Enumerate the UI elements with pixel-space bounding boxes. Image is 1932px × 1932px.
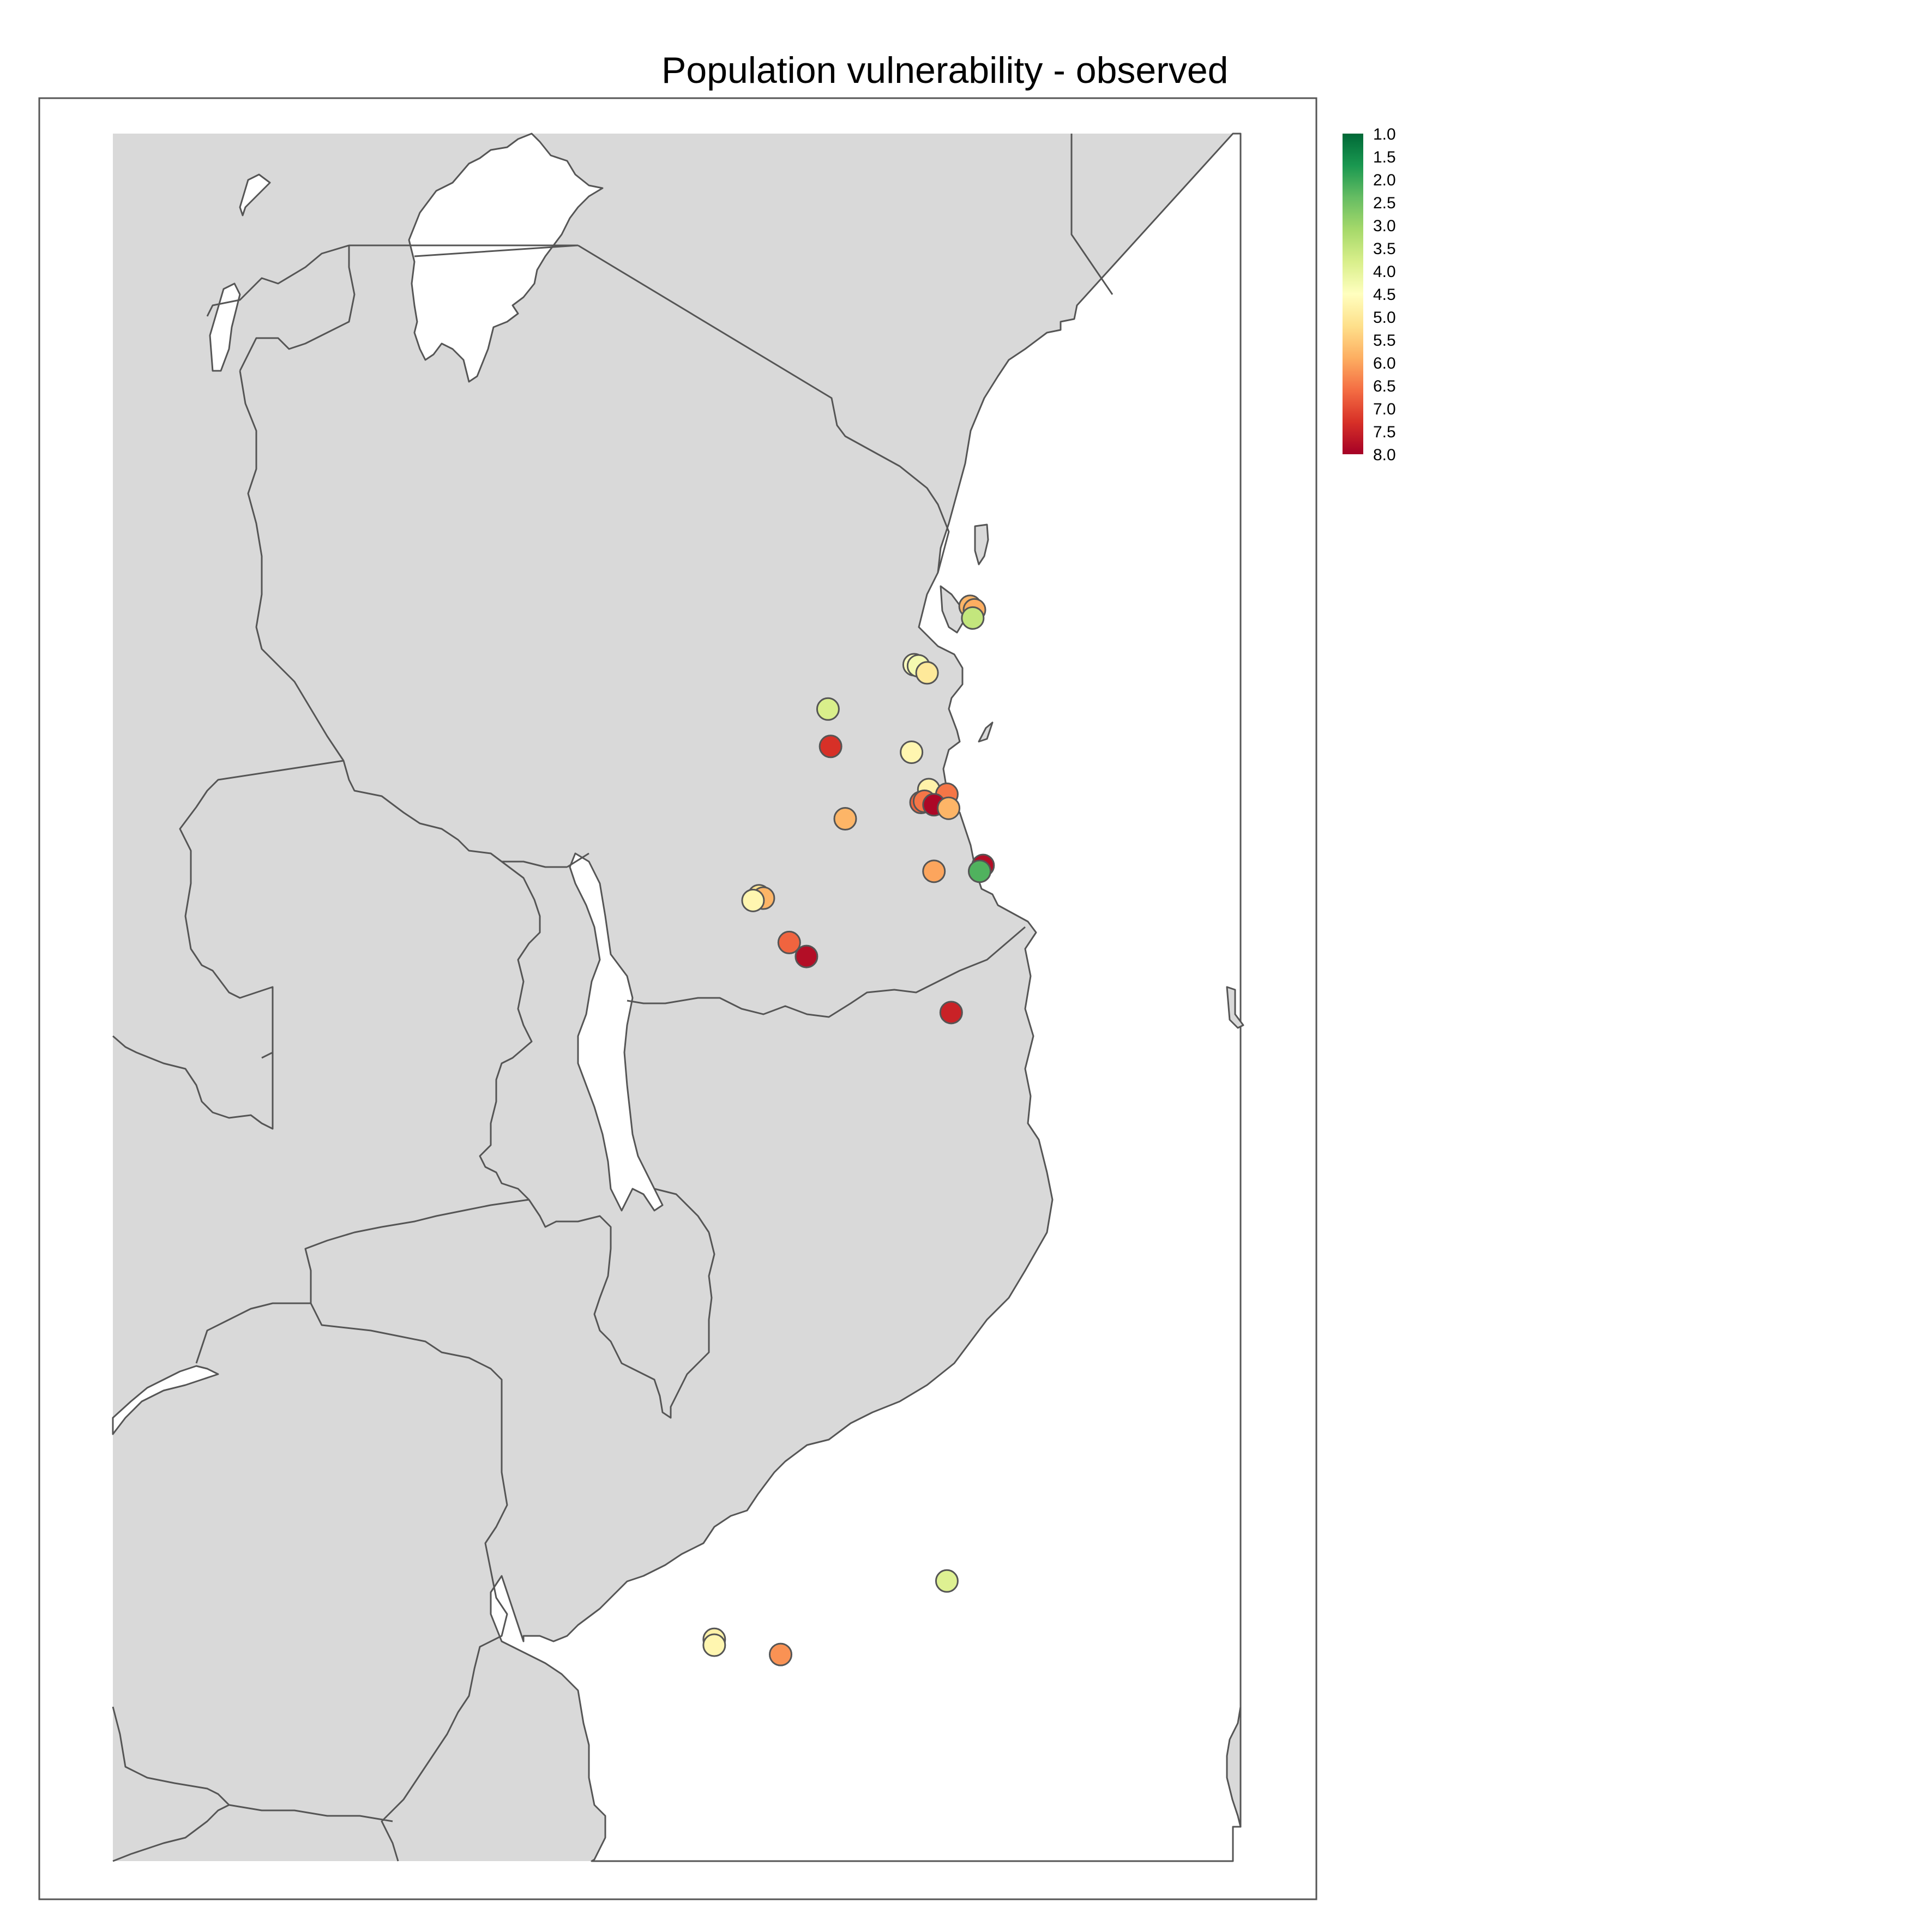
map-title: Population vulnerability - observed (661, 50, 1229, 91)
site-marker (833, 806, 857, 830)
site-marker (795, 944, 818, 968)
site-marker (777, 930, 801, 954)
island-pemba (974, 523, 989, 565)
legend-tick-label: 1.5 (1373, 148, 1396, 166)
site-marker (741, 888, 765, 912)
site-marker (769, 1642, 792, 1666)
legend-tick-label: 2.0 (1373, 171, 1396, 189)
legend-tick-label: 2.5 (1373, 194, 1396, 212)
site-marker (922, 859, 946, 883)
site-marker (935, 1569, 959, 1593)
legend-tick-label: 8.0 (1373, 446, 1396, 464)
site-marker (818, 735, 842, 759)
map-panel-frame (38, 97, 1317, 1900)
island-comoros (1226, 986, 1244, 1029)
country-borders (112, 134, 1114, 1862)
site-marker (915, 661, 939, 685)
colour-legend: 1.0 1.5 2.0 2.5 3.0 3.5 4.0 4.5 5.0 5.5 6.0 6.5 7.0 7… (1343, 125, 1396, 464)
lake-kyoga (239, 173, 271, 216)
site-marker (702, 1633, 726, 1657)
legend-tick-label: 4.5 (1373, 286, 1396, 304)
legend-tick-label: 5.0 (1373, 309, 1396, 327)
map-area (112, 133, 1244, 1862)
legend-tick-label: 1.0 (1373, 125, 1396, 143)
legend-tick-label: 6.5 (1373, 377, 1396, 395)
legend-labels: 1.0 1.5 2.0 2.5 3.0 3.5 4.0 4.5 5.0 5.5 6.0 6.5 7.0 7… (1373, 125, 1396, 464)
sample-sites (702, 594, 995, 1666)
legend-tick-label: 7.5 (1373, 423, 1396, 441)
ocean (490, 133, 1242, 1862)
site-marker (939, 1001, 963, 1025)
lake-malawi (569, 852, 664, 1212)
legend-tick-label: 5.5 (1373, 332, 1396, 350)
lake-victoria (408, 133, 604, 383)
site-marker (967, 859, 991, 883)
legend-tick-label: 3.5 (1373, 240, 1396, 258)
lake-tanganyika (209, 282, 241, 372)
site-marker (937, 796, 961, 820)
site-marker (900, 740, 924, 764)
site-marker (961, 606, 985, 630)
legend-tick-label: 4.0 (1373, 263, 1396, 281)
lake-kariba (112, 1365, 219, 1435)
island-madagascar (1226, 1706, 1242, 1828)
site-marker (816, 697, 840, 721)
island-zanzibar (940, 585, 966, 634)
legend-tick-label: 6.0 (1373, 354, 1396, 372)
legend-colour-bar (1343, 134, 1363, 454)
legend-tick-label: 7.0 (1373, 400, 1396, 418)
legend-tick-label: 3.0 (1373, 217, 1396, 235)
island-mafia (978, 721, 994, 743)
